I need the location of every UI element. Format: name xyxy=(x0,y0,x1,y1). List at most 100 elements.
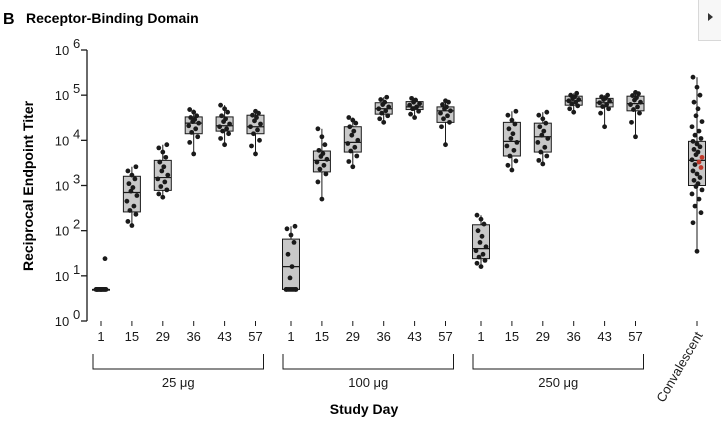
data-point xyxy=(159,168,165,174)
data-point xyxy=(315,126,321,132)
data-point xyxy=(253,108,258,114)
data-point xyxy=(377,116,383,122)
data-point xyxy=(346,115,352,120)
data-point xyxy=(633,90,638,95)
x-tick-label: 57 xyxy=(438,329,452,344)
data-point xyxy=(158,184,164,189)
data-point xyxy=(694,171,700,177)
box-plot xyxy=(92,256,110,292)
data-point xyxy=(537,124,543,130)
data-point xyxy=(689,124,695,130)
data-point xyxy=(323,171,329,177)
data-point xyxy=(251,131,256,137)
data-point xyxy=(194,113,200,119)
data-point xyxy=(504,143,510,149)
data-point xyxy=(353,120,359,126)
data-point xyxy=(186,123,192,129)
data-point xyxy=(283,287,289,292)
data-point xyxy=(691,146,697,152)
box-plot xyxy=(343,115,362,170)
data-point xyxy=(477,239,483,245)
x-tick-label: 1 xyxy=(287,329,294,344)
box-plot xyxy=(246,108,265,157)
data-point xyxy=(689,157,695,163)
data-point xyxy=(575,103,581,109)
data-point xyxy=(544,109,550,115)
data-point xyxy=(126,181,132,187)
panel-title: Receptor-Binding Domain xyxy=(26,10,199,26)
y-tick-label: 10 xyxy=(55,269,69,284)
data-point xyxy=(218,102,224,108)
y-tick-exponent: 5 xyxy=(73,81,80,96)
data-point xyxy=(156,145,162,151)
data-point xyxy=(257,137,262,143)
data-point xyxy=(478,216,484,222)
data-point xyxy=(574,90,580,96)
data-point xyxy=(541,128,547,134)
data-point xyxy=(258,121,263,127)
data-point xyxy=(289,264,295,270)
y-axis-title: Reciprocal Endpoint Titer xyxy=(20,100,36,271)
data-point xyxy=(514,140,520,145)
data-point xyxy=(291,239,297,245)
data-point xyxy=(416,108,421,114)
data-point xyxy=(321,162,327,168)
dose-group-label: 100 μg xyxy=(348,375,388,390)
box-plot xyxy=(215,102,234,148)
data-point xyxy=(124,198,130,204)
data-point xyxy=(127,208,133,213)
box-plot xyxy=(436,98,455,148)
data-point xyxy=(322,142,328,148)
data-point xyxy=(132,176,138,182)
box-plot xyxy=(502,108,521,173)
data-point xyxy=(164,142,170,148)
data-point xyxy=(474,260,480,266)
data-point xyxy=(508,136,514,141)
x-tick-label: 36 xyxy=(376,329,390,344)
data-point xyxy=(254,115,259,120)
panel-scroll-tab[interactable] xyxy=(698,0,721,41)
data-point xyxy=(187,107,193,112)
data-point xyxy=(444,104,449,110)
data-point xyxy=(413,97,418,103)
data-point xyxy=(699,119,705,124)
data-point xyxy=(692,132,698,138)
data-point xyxy=(440,102,445,107)
box xyxy=(282,238,300,290)
y-tick-label: 10 xyxy=(55,224,69,239)
data-point xyxy=(348,148,354,154)
x-tick-label: 36 xyxy=(566,329,580,344)
data-point xyxy=(386,104,392,110)
y-tick-label: 10 xyxy=(55,88,69,103)
x-tick-label: 43 xyxy=(597,329,611,344)
data-point xyxy=(129,223,135,228)
data-point xyxy=(292,223,298,229)
x-tick-label: 15 xyxy=(125,329,139,344)
data-point xyxy=(196,120,202,126)
data-point xyxy=(473,248,479,254)
data-point xyxy=(227,121,233,127)
data-point xyxy=(319,134,325,140)
data-point xyxy=(284,226,290,232)
data-point xyxy=(165,172,171,178)
data-point xyxy=(696,159,702,165)
box xyxy=(153,159,172,191)
data-point xyxy=(293,287,299,292)
data-point xyxy=(414,104,419,110)
data-point xyxy=(690,138,696,144)
data-point xyxy=(287,275,293,281)
y-axis: 10 0 10 1 10 2 10 3 10 4 10 5 10 6 xyxy=(55,36,88,329)
data-point xyxy=(690,74,696,80)
data-point xyxy=(376,106,382,112)
x-tick-label: 43 xyxy=(407,329,421,344)
data-point xyxy=(125,219,131,224)
data-point xyxy=(634,95,639,101)
data-point xyxy=(188,115,194,120)
box-plot xyxy=(153,142,172,200)
data-point xyxy=(133,211,139,217)
data-point xyxy=(445,113,450,119)
x-tick-label: 29 xyxy=(156,329,170,344)
data-point xyxy=(693,113,699,119)
data-point xyxy=(540,161,546,167)
data-point xyxy=(217,124,223,130)
